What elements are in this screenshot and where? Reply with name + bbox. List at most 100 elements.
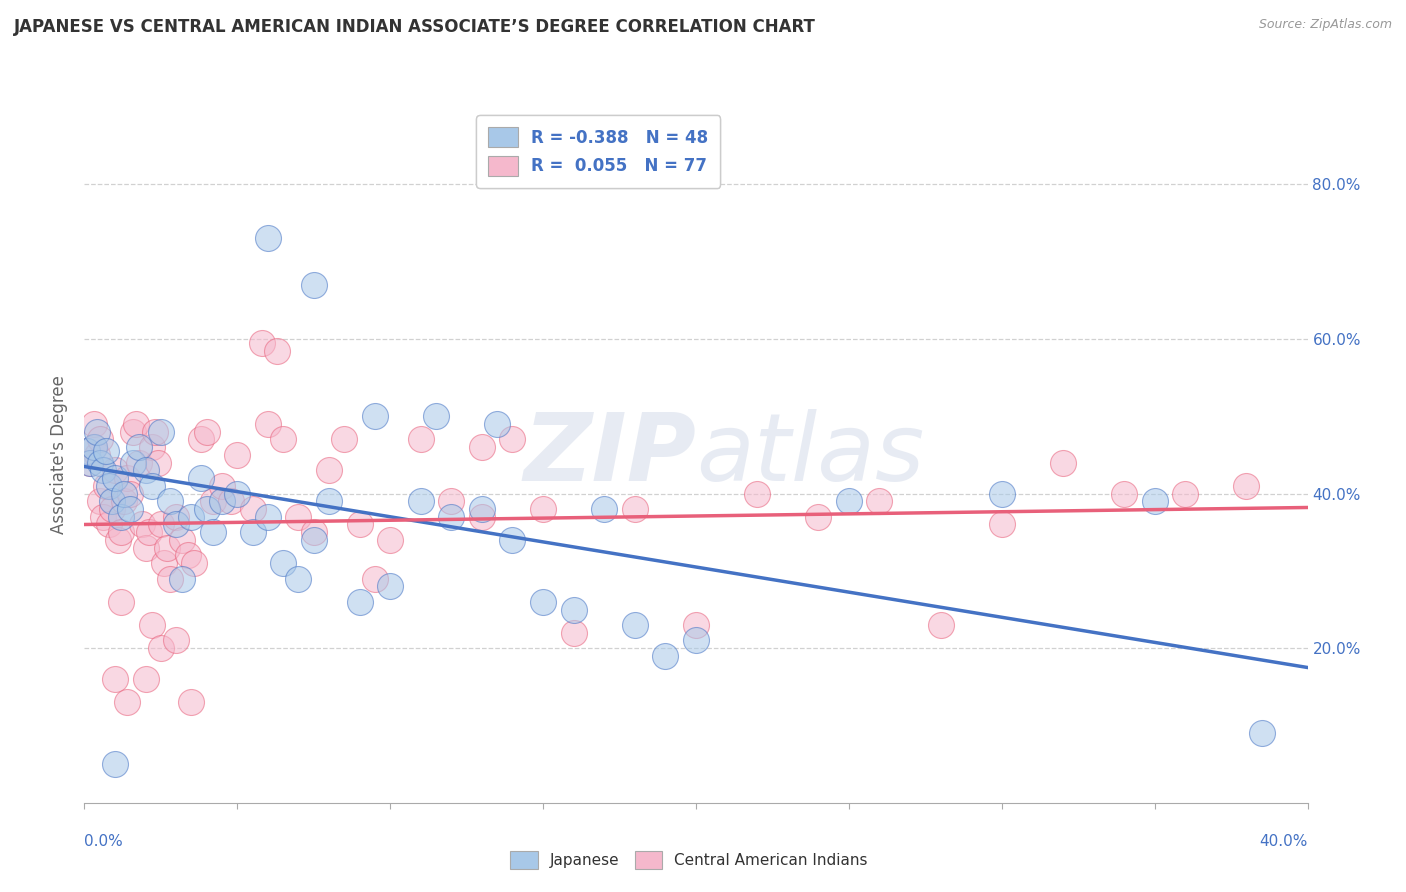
Point [302,525,325,540]
Point [94,479,117,493]
Point [471,440,494,454]
Point [349,595,371,609]
Point [138,525,160,540]
Point [364,572,387,586]
Point [257,231,280,245]
Point [146,456,169,470]
Text: 40.0%: 40.0% [1260,834,1308,849]
Point [91,463,114,477]
Point [654,648,676,663]
Point [1250,726,1272,740]
Point [440,494,463,508]
Point [226,486,249,500]
Point [242,525,264,540]
Point [122,456,145,470]
Point [172,572,194,586]
Point [172,533,194,547]
Point [1143,494,1166,508]
Point [89,456,111,470]
Point [76,444,98,458]
Point [318,463,340,477]
Point [149,425,172,439]
Point [83,440,105,454]
Legend: R = -0.388   N = 48, R =  0.055   N = 77: R = -0.388 N = 48, R = 0.055 N = 77 [477,115,720,187]
Point [624,618,647,632]
Point [89,494,111,508]
Legend: Japanese, Central American Indians: Japanese, Central American Indians [503,845,875,875]
Point [257,509,280,524]
Point [364,409,387,424]
Text: Source: ZipAtlas.com: Source: ZipAtlas.com [1258,18,1392,31]
Point [120,502,142,516]
Point [89,433,111,447]
Point [409,494,432,508]
Point [135,541,157,555]
Point [183,556,205,570]
Point [110,525,132,540]
Point [104,471,127,485]
Point [201,494,224,508]
Point [112,494,135,508]
Point [79,456,101,470]
Point [257,417,280,431]
Point [440,509,463,524]
Point [929,618,952,632]
Point [502,533,524,547]
Point [486,417,509,431]
Point [112,486,135,500]
Point [271,433,294,447]
Point [1052,456,1074,470]
Point [1236,479,1258,493]
Point [115,695,138,709]
Point [195,502,218,516]
Point [1174,486,1197,500]
Point [211,494,233,508]
Point [125,417,148,431]
Point [128,456,150,470]
Point [471,509,494,524]
Point [242,502,264,516]
Point [122,425,145,439]
Point [201,525,224,540]
Point [502,433,524,447]
Point [333,433,356,447]
Point [180,695,202,709]
Point [135,672,157,686]
Point [685,633,707,648]
Point [195,425,218,439]
Point [180,509,202,524]
Point [380,579,402,593]
Point [86,448,108,462]
Point [838,494,860,508]
Point [471,502,494,516]
Point [165,517,187,532]
Point [287,572,309,586]
Point [149,517,172,532]
Point [107,533,129,547]
Point [177,549,200,563]
Point [97,517,120,532]
Point [250,335,273,350]
Point [807,509,830,524]
Point [425,409,447,424]
Text: 0.0%: 0.0% [84,834,124,849]
Text: ZIP: ZIP [523,409,696,501]
Point [159,494,181,508]
Point [120,486,142,500]
Point [153,556,176,570]
Point [1114,486,1136,500]
Point [211,479,233,493]
Point [266,343,288,358]
Point [531,502,554,516]
Point [110,595,132,609]
Point [991,517,1014,532]
Point [562,625,585,640]
Point [349,517,371,532]
Point [86,425,108,439]
Point [115,471,138,485]
Point [143,425,166,439]
Point [190,471,212,485]
Point [141,479,163,493]
Point [624,502,647,516]
Point [104,463,127,477]
